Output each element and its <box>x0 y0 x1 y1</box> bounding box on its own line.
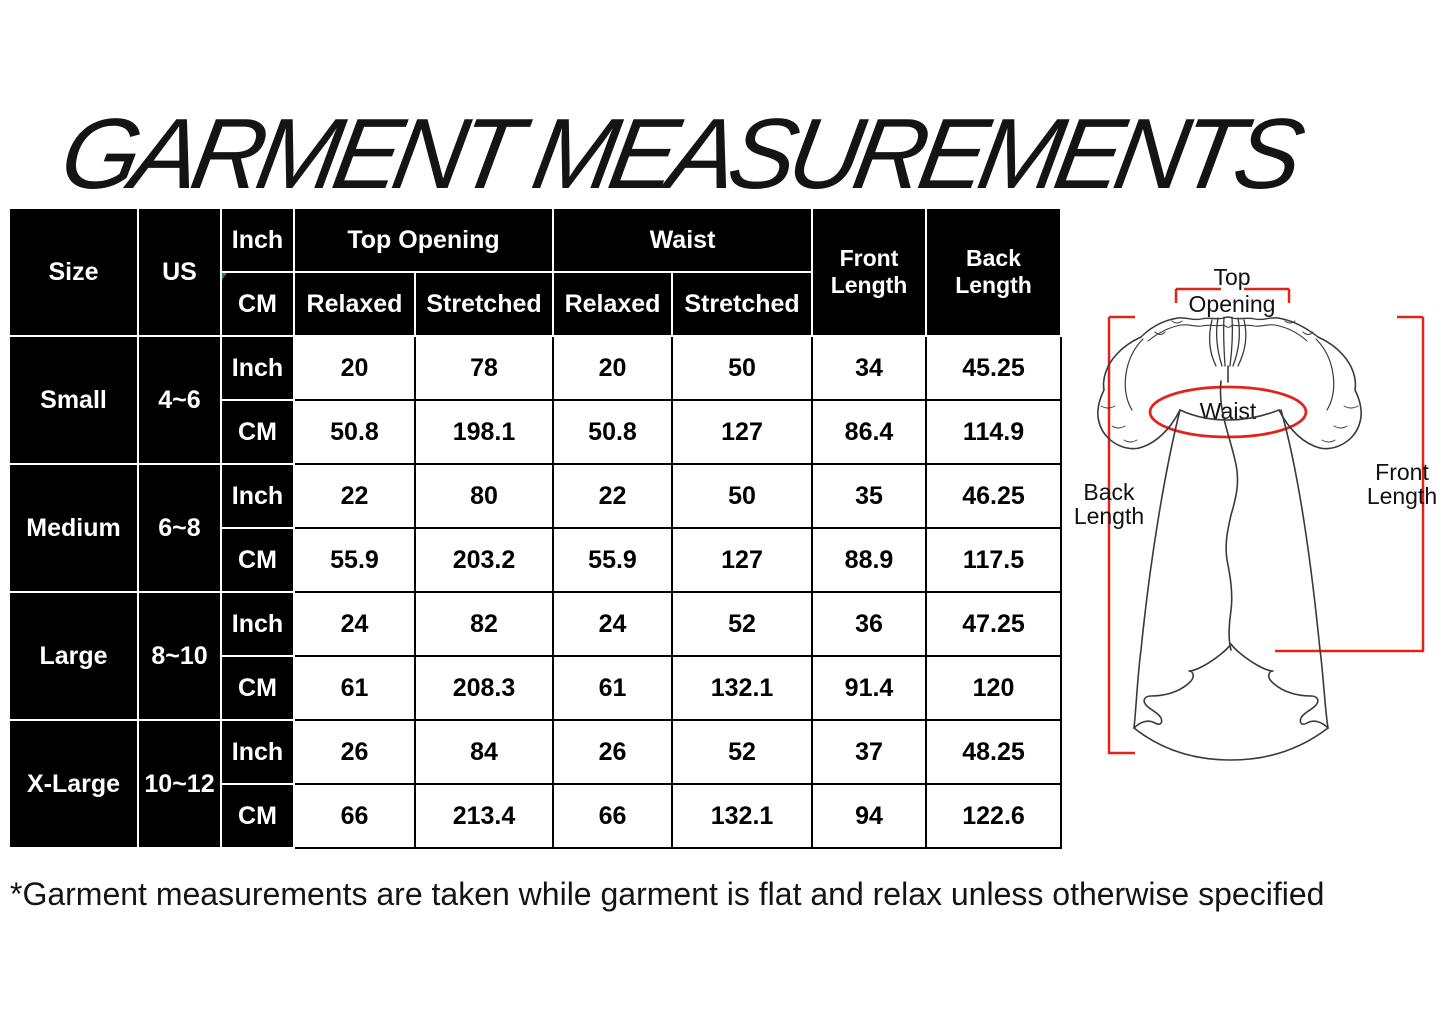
svg-text:Back: Back <box>1083 479 1135 505</box>
svg-text:Front: Front <box>1375 459 1429 485</box>
svg-text:Length: Length <box>1074 503 1144 529</box>
svg-text:Top: Top <box>1213 264 1250 290</box>
svg-text:Opening: Opening <box>1189 291 1276 317</box>
svg-text:Length: Length <box>1367 483 1437 509</box>
